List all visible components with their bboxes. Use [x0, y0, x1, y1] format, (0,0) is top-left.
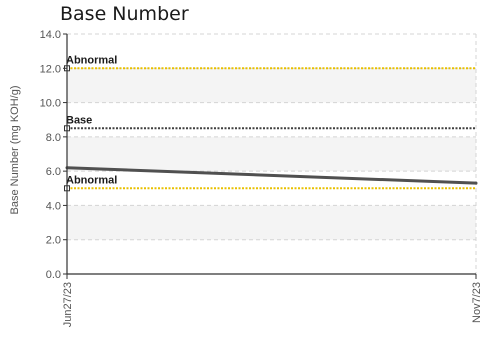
reference-label: Abnormal [66, 174, 117, 186]
chart-bands [67, 68, 476, 240]
y-tick-label: 14.0 [40, 29, 61, 41]
grid-band [67, 136, 476, 172]
chart-axes: 0.0 2.0 4.0 6.0 8.0 10.0 12.0 14.0 Jun27/23 Nov7/… [40, 29, 483, 327]
y-tick-label: 6.0 [46, 166, 61, 178]
chart-title: Base Number [60, 3, 189, 25]
x-tick-label: Jun27/23 [62, 282, 74, 327]
grid-band [67, 68, 476, 103]
y-tick-label: 12.0 [40, 63, 61, 75]
x-tick-label: Nov7/23 [471, 282, 483, 323]
y-tick-label: 8.0 [46, 132, 61, 144]
y-axis-label: Base Number (mg KOH/g) [9, 86, 21, 215]
reference-label: Base [66, 114, 92, 126]
y-tick-label: 2.0 [46, 235, 61, 247]
series-line [65, 166, 478, 185]
reference-label: Abnormal [66, 54, 117, 66]
y-tick-label: 0.0 [46, 269, 61, 281]
series-lines [65, 166, 478, 185]
y-tick-label: 4.0 [46, 200, 61, 212]
y-tick-label: 10.0 [40, 98, 61, 110]
grid-band [67, 205, 476, 240]
